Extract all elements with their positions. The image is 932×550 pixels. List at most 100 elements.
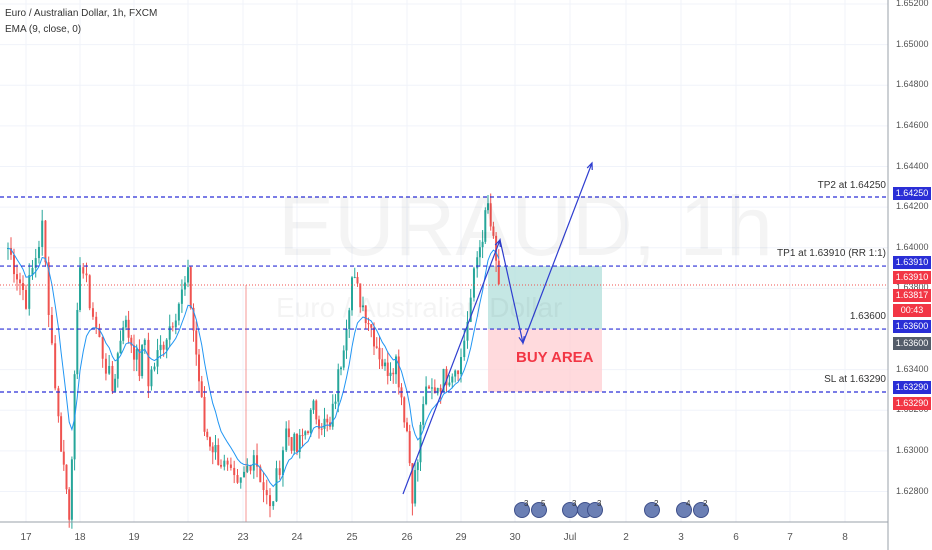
candle-body <box>147 339 150 387</box>
candle-body <box>381 359 384 367</box>
watermark-name: Euro / Australian Dollar <box>276 292 562 324</box>
candle-body <box>22 283 24 290</box>
event-count: 2 <box>654 499 659 508</box>
candle-body <box>373 327 375 347</box>
candle-body <box>54 343 57 389</box>
candle-body <box>195 330 198 355</box>
x-tick-label: 26 <box>401 532 413 543</box>
candle-body <box>337 369 340 402</box>
event-flag-icon[interactable] <box>644 502 660 518</box>
event-flag-icon[interactable] <box>587 502 603 518</box>
candle-body <box>60 416 63 452</box>
candle-body <box>460 357 462 375</box>
candle-body <box>209 437 211 447</box>
candle-body <box>403 397 406 423</box>
candle-body <box>342 350 345 368</box>
candle-body <box>386 362 389 376</box>
candle-body <box>130 337 133 346</box>
candle-body <box>88 275 91 309</box>
candle-body <box>162 344 165 350</box>
tp2-label: TP2 at 1.64250 <box>817 180 886 191</box>
buy-area-label: BUY AREA <box>516 349 594 366</box>
candle-body <box>65 464 68 490</box>
candle-body <box>411 463 414 504</box>
candle-body <box>34 258 37 268</box>
candle-body <box>326 418 329 423</box>
candle-body <box>101 337 104 359</box>
candle-body <box>318 419 320 429</box>
candle-body <box>487 203 489 211</box>
candle-body <box>278 468 281 476</box>
y-tick-label: 1.63800 <box>896 282 929 293</box>
candle-body <box>439 387 442 392</box>
candle-body <box>62 451 65 465</box>
candle-body <box>192 307 195 331</box>
candle-body <box>481 241 484 248</box>
candle-body <box>334 401 337 404</box>
candle-body <box>108 365 111 374</box>
candle-body <box>351 277 353 311</box>
level-lines <box>0 196 888 522</box>
event-flag-icon[interactable] <box>693 502 709 518</box>
x-tick-label: 30 <box>509 532 521 543</box>
event-count: 3 <box>597 499 602 508</box>
candle-body <box>406 422 408 432</box>
ema-path <box>7 247 500 488</box>
candle-body <box>495 235 498 261</box>
candle-body <box>214 444 217 453</box>
candle-body <box>16 274 18 280</box>
candle-body <box>408 431 411 464</box>
x-tick-label: 29 <box>455 532 467 543</box>
candle-body <box>31 267 34 276</box>
candle-body <box>367 323 370 325</box>
candle-body <box>211 446 214 453</box>
projection-line <box>402 162 593 495</box>
candle-body <box>307 431 309 433</box>
last-price-tag: 1.63817 <box>893 289 931 302</box>
candle-body <box>206 431 209 438</box>
event-flag-icon[interactable] <box>514 502 530 518</box>
tp2-price-tag: 1.64250 <box>893 187 931 200</box>
candle-body <box>353 276 356 278</box>
candle-body <box>111 365 114 392</box>
candle-body <box>296 433 298 452</box>
indicator-info[interactable]: EMA (9, close, 0) <box>5 24 82 35</box>
y-tick-label: 1.64800 <box>896 79 929 90</box>
candle-body <box>236 475 239 483</box>
y-tick-label: 1.62800 <box>896 485 929 496</box>
candle-body <box>114 378 117 392</box>
candle-body <box>348 310 351 330</box>
candle-body <box>419 424 422 463</box>
candle-body <box>331 403 334 427</box>
candle-body <box>223 460 226 467</box>
candle-body <box>177 303 180 321</box>
candle-body <box>285 428 288 451</box>
candle-body <box>454 370 457 377</box>
y-tick-label: 1.65200 <box>896 0 929 9</box>
candle-body <box>217 444 220 465</box>
watermark-ticker: EURAUD, 1h <box>278 178 773 275</box>
candle-body <box>414 470 417 504</box>
candle-body <box>269 495 271 507</box>
candle-body <box>395 356 397 375</box>
candle-body <box>76 309 79 375</box>
symbol-info[interactable]: Euro / Australian Dollar, 1h, FXCM <box>5 8 158 19</box>
candle-body <box>135 349 138 360</box>
stop-zone <box>488 329 602 393</box>
x-tick-label: 25 <box>346 532 358 543</box>
x-tick-label: 7 <box>787 532 793 543</box>
candle-body <box>422 404 425 425</box>
event-flag-icon[interactable] <box>676 502 692 518</box>
candle-body <box>13 254 15 275</box>
candle-body <box>375 346 378 348</box>
candle-body <box>229 464 232 468</box>
candle-body <box>259 466 262 483</box>
candle-body <box>466 321 469 341</box>
event-flag-icon[interactable] <box>531 502 547 518</box>
candle-body <box>25 289 27 309</box>
candle-body <box>356 276 359 284</box>
candle-body <box>70 459 73 520</box>
candle-body <box>389 372 392 376</box>
axes <box>0 0 889 550</box>
